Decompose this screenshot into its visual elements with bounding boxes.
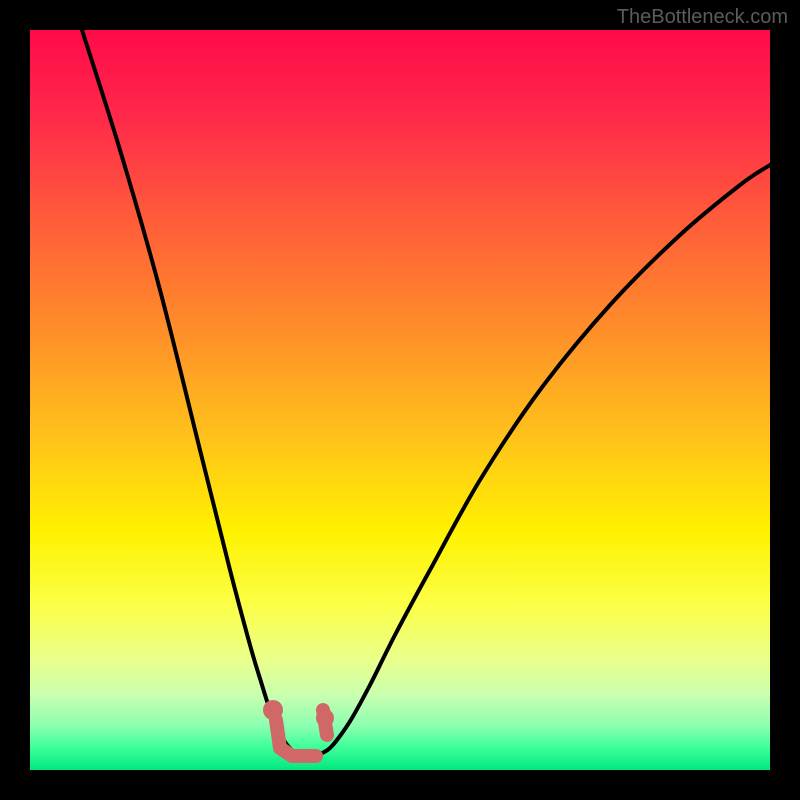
chart-container: TheBottleneck.com <box>0 0 800 800</box>
gradient-background <box>30 30 770 770</box>
watermark-text: TheBottleneck.com <box>617 6 788 29</box>
plot-area <box>30 30 770 770</box>
